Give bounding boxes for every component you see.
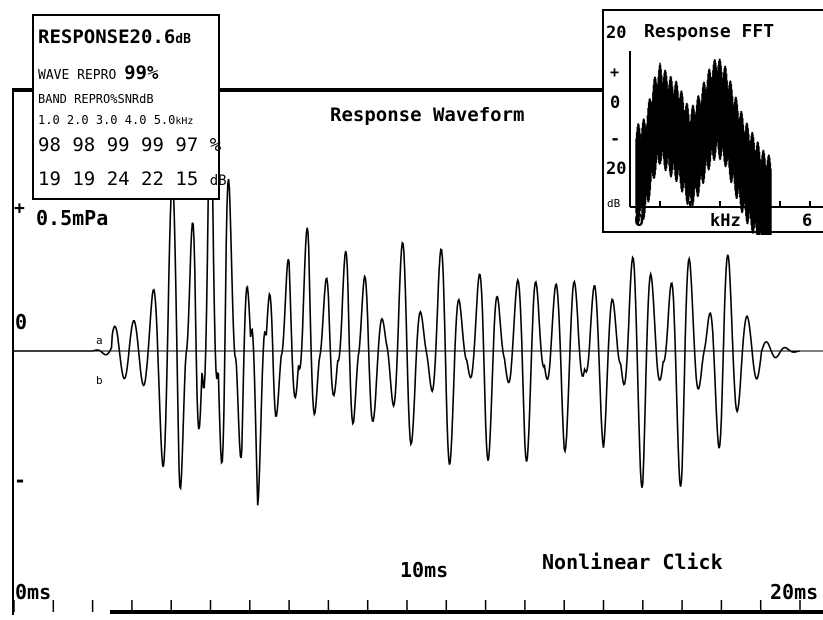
x-mid-label: 10ms <box>400 558 449 582</box>
fft-panel: Response FFT 20 + 0 - 20 dB 0 kHz 6 <box>602 9 823 235</box>
fft-x-end-label: 6 <box>802 211 813 231</box>
fft-y-zero-label: 0 <box>610 93 621 113</box>
repro-value: 99 <box>141 134 164 156</box>
freq-value: 1.0 <box>38 113 60 127</box>
fft-x-unit-label: kHz <box>710 211 741 231</box>
waveform-series-line <box>14 72 800 506</box>
marker-a: a <box>96 334 103 347</box>
repro-value: 97 <box>175 134 199 156</box>
band-repro-row: BAND REPRO%SNRdB <box>38 92 154 106</box>
response-value: 20.6 <box>129 26 176 48</box>
x-axis-ticks <box>13 600 801 612</box>
freq-value: 2.0 <box>66 113 89 127</box>
snr-value: 22 <box>141 168 164 190</box>
band-repro-label: BAND REPRO%SNR <box>38 92 140 106</box>
repro-value: 99 <box>106 134 130 156</box>
freq-row: 1.0 2.0 3.0 4.0 5.0kHz <box>38 113 193 127</box>
response-label: RESPONSE <box>38 26 130 48</box>
response-unit: dB <box>175 32 191 47</box>
x-end-label: 20ms <box>770 580 819 604</box>
snr-row: 19 19 24 22 15 dB <box>38 168 227 190</box>
x-start-label: 0ms <box>15 580 52 604</box>
repro-row: 98 98 99 99 97 % <box>38 134 221 156</box>
fft-series <box>635 58 811 235</box>
snr-value: 15 <box>175 168 199 190</box>
freq-value: 3.0 <box>95 113 118 127</box>
fft-y-plus-label: + <box>610 63 620 81</box>
freq-value: 4.0 <box>124 113 147 127</box>
band-repro-unit: dB <box>139 92 154 106</box>
scale-label: 0.5mPa <box>36 206 109 230</box>
fft-y-unit-label: dB <box>607 197 621 210</box>
annotation-label: Nonlinear Click <box>542 550 723 574</box>
y-plus-label: + <box>14 198 25 219</box>
y-zero-label: 0 <box>15 310 28 334</box>
freq-unit: kHz <box>175 116 194 127</box>
y-minus-label: - <box>14 468 27 492</box>
wave-repro-row: WAVE REPRO 99% <box>38 62 158 84</box>
snr-value: 19 <box>38 168 61 190</box>
freq-value: 5.0 <box>153 113 176 127</box>
waveform-title: Response Waveform <box>330 104 525 126</box>
wave-repro-label: WAVE REPRO <box>38 68 117 83</box>
response-row: RESPONSE20.6dB <box>38 26 191 48</box>
fft-title: Response FFT <box>644 21 775 42</box>
fft-y-top-label: 20 <box>606 23 627 43</box>
fft-plot <box>629 51 823 235</box>
repro-value: 98 <box>38 134 61 156</box>
wave-repro-value: 99% <box>124 62 159 84</box>
snr-unit: dB <box>209 173 227 189</box>
stats-panel: RESPONSE20.6dB WAVE REPRO 99% BAND REPRO… <box>32 14 227 200</box>
fft-y-bottom-label: 20 <box>606 159 627 179</box>
marker-b: b <box>96 374 103 387</box>
snr-value: 24 <box>106 168 130 190</box>
snr-value: 19 <box>72 168 96 190</box>
repro-value: 98 <box>72 134 96 156</box>
fft-y-minus-label: - <box>610 129 621 149</box>
repro-unit: % <box>209 134 222 156</box>
